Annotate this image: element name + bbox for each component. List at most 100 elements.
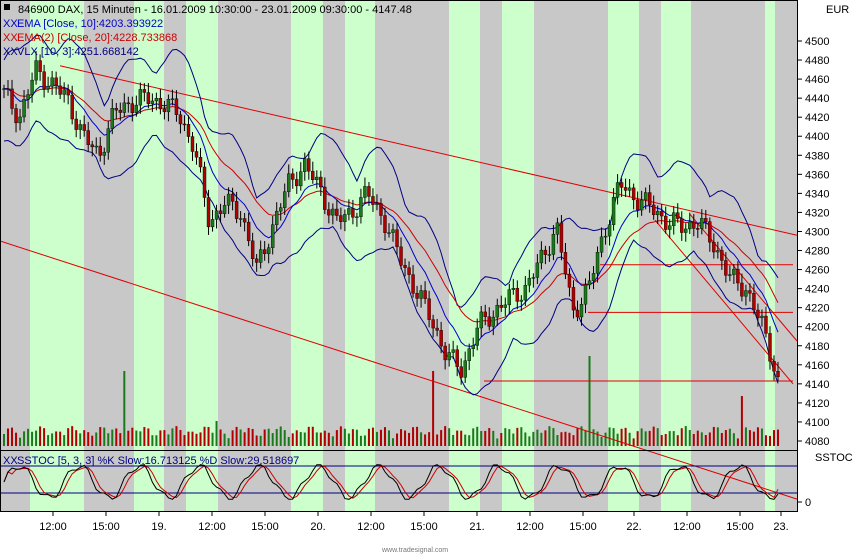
band-green	[186, 1, 218, 511]
candle-body	[519, 299, 524, 302]
volume-bar	[696, 430, 699, 446]
candle-body	[647, 192, 652, 206]
volume-bar	[347, 433, 350, 446]
volume-bar	[131, 427, 134, 446]
volume-bar	[472, 428, 475, 446]
volume-bar	[351, 429, 354, 446]
legend-ema10-marker[interactable]: XX	[3, 18, 18, 30]
volume-bar	[259, 435, 262, 446]
volume-bar	[664, 434, 667, 446]
volume-bar	[195, 433, 198, 446]
volume-bar	[508, 429, 511, 446]
volume-bar	[616, 433, 619, 446]
volume-bar	[424, 434, 427, 446]
sstoc-axis-label: SSTOC	[815, 452, 853, 464]
candle-body	[130, 103, 135, 114]
volume-bar	[768, 435, 771, 446]
volume-bar	[55, 431, 58, 446]
band-green	[608, 1, 639, 511]
volume-bar	[568, 432, 571, 446]
volume-bar	[387, 430, 390, 446]
legend-vlx-marker[interactable]: XX	[3, 46, 18, 58]
volume-bar	[620, 428, 623, 446]
volume-bar	[255, 435, 258, 446]
candle-body	[303, 158, 307, 172]
volume-bar	[580, 426, 583, 446]
volume-bar	[484, 430, 487, 446]
volume-bar	[23, 431, 26, 446]
legend-sstoc-marker[interactable]: XX	[3, 455, 18, 467]
volume-bar	[7, 428, 10, 446]
volume-bar	[51, 433, 54, 446]
volume-bar	[203, 426, 206, 446]
volume-bar	[436, 434, 439, 446]
volume-bar	[596, 431, 599, 446]
candle-body	[291, 173, 295, 180]
time-tick-label: 19.	[151, 521, 166, 533]
stoch-zero-tick: 0	[805, 497, 811, 509]
candle-body	[688, 221, 692, 230]
candle-body	[26, 94, 30, 100]
candle-body	[399, 246, 403, 266]
candle-body	[708, 221, 712, 243]
candle-body	[619, 182, 624, 188]
candle-body	[716, 250, 720, 253]
volume-bar	[708, 432, 711, 446]
candle-body	[499, 304, 503, 308]
candle-body	[772, 360, 776, 372]
volume-bar	[187, 431, 190, 446]
candle-body	[511, 288, 516, 290]
volume-bar	[760, 428, 763, 446]
candle-body	[431, 319, 435, 329]
candle-body	[331, 208, 335, 216]
volume-bar	[608, 427, 611, 446]
candle-body	[559, 222, 564, 253]
volume-bar	[464, 434, 467, 446]
price-tick-label: 4100	[805, 417, 829, 429]
volume-bar	[175, 426, 178, 446]
candle-body	[732, 268, 736, 275]
candle-body	[102, 151, 106, 156]
volume-bar	[440, 430, 443, 446]
volume-bar	[171, 428, 174, 446]
price-tick-label: 4220	[805, 303, 829, 315]
volume-bar	[331, 436, 334, 446]
volume-bar	[263, 429, 266, 446]
candle-body	[728, 274, 732, 276]
volume-bar	[215, 421, 218, 446]
volume-bar	[3, 434, 5, 446]
volume-bar	[572, 435, 575, 446]
volume-bar	[219, 429, 222, 446]
candle-body	[270, 224, 275, 248]
candle-body	[567, 273, 572, 288]
price-tick-label: 4260	[805, 265, 829, 277]
vlx-lower-line	[3, 120, 779, 396]
candle-body	[547, 254, 552, 256]
time-tick-label: 12:00	[357, 521, 385, 533]
candle-body	[246, 221, 251, 242]
volume-bar	[556, 435, 559, 446]
candle-body	[146, 92, 151, 104]
candle-body	[435, 327, 439, 331]
candle-body	[712, 242, 716, 253]
time-tick-label: 23.	[773, 521, 788, 533]
volume-bar	[404, 430, 407, 446]
volume-bar	[247, 427, 250, 446]
candle-body	[82, 124, 86, 131]
candle-body	[110, 108, 114, 129]
candle-body	[776, 371, 780, 377]
volume-bar	[724, 430, 727, 446]
candle-body	[463, 360, 467, 378]
candle-body	[194, 151, 199, 158]
volume-bar	[379, 429, 382, 446]
candle-body	[491, 316, 495, 327]
volume-bar	[79, 433, 82, 446]
volume-bar	[11, 427, 14, 446]
candle-body	[2, 88, 6, 90]
volume-bar	[339, 426, 342, 446]
candle-body	[768, 333, 772, 362]
volume-bar	[720, 432, 723, 446]
legend-ema20-marker[interactable]: XX	[3, 32, 18, 44]
candle-body	[740, 282, 744, 297]
volume-bar	[548, 426, 551, 446]
